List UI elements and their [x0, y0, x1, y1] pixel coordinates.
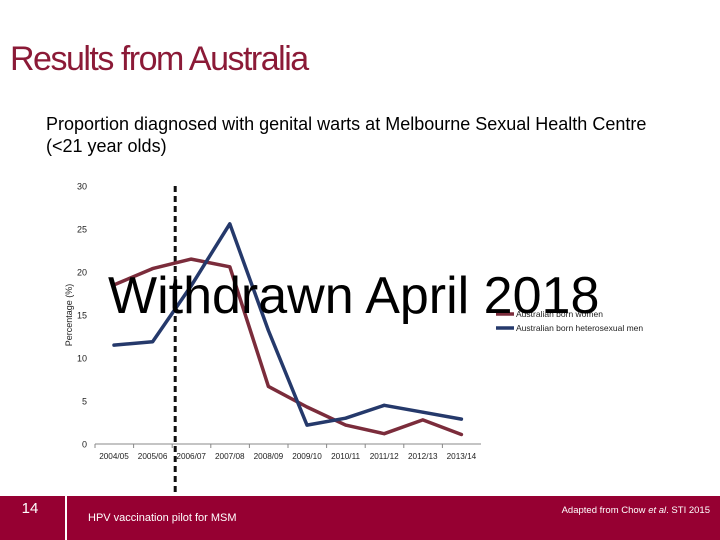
y-tick-label: 10 — [77, 354, 87, 364]
series-line-women — [112, 257, 464, 437]
withdrawn-stamp: Withdrawn April 2018 — [108, 267, 600, 325]
source-prefix: Adapted from Chow — [561, 505, 649, 516]
data-point — [189, 284, 193, 288]
data-point — [228, 222, 232, 226]
data-point — [459, 417, 463, 421]
x-tick-label: 2006/07 — [176, 452, 206, 461]
data-point — [112, 283, 116, 287]
legend-label: Australian born heterosexual men — [516, 323, 643, 333]
footer-bar — [0, 496, 720, 540]
x-tick-label: 2011/12 — [370, 452, 399, 461]
x-tick-label: 2004/05 — [99, 452, 129, 461]
x-tick-label: 2008/09 — [254, 452, 284, 461]
y-tick-label: 20 — [77, 268, 87, 278]
y-tick-label: 0 — [82, 440, 87, 450]
data-point — [382, 403, 386, 407]
data-point — [459, 433, 463, 437]
y-axis-label: Percentage (%) — [64, 284, 74, 347]
chart-title: Proportion diagnosed with genital warts … — [46, 114, 647, 156]
data-point — [421, 418, 425, 422]
data-point — [266, 328, 270, 332]
data-point — [228, 265, 232, 269]
x-tick-label: 2010/11 — [331, 452, 360, 461]
source-italic: et al — [648, 505, 667, 516]
series-line-men — [112, 222, 464, 427]
data-point — [305, 405, 309, 409]
data-point — [305, 423, 309, 427]
slide-title: Results from Australia — [10, 40, 309, 78]
y-tick-label: 25 — [77, 225, 87, 235]
data-point — [382, 432, 386, 436]
data-point — [189, 257, 193, 261]
data-point — [112, 343, 116, 347]
footer-note: HPV vaccination pilot for MSM — [88, 512, 237, 524]
y-tick-label: 30 — [77, 182, 87, 192]
data-point — [344, 416, 348, 420]
x-tick-label: 2013/14 — [447, 452, 477, 461]
data-point — [151, 267, 155, 271]
y-tick-label: 5 — [82, 397, 87, 407]
data-point — [266, 384, 270, 388]
x-tick-label: 2007/08 — [215, 452, 245, 461]
data-point — [421, 410, 425, 414]
legend-label: Australian born women — [516, 309, 603, 319]
data-point — [151, 340, 155, 344]
y-tick-label: 15 — [77, 311, 87, 321]
data-point — [344, 423, 348, 427]
footer-divider — [65, 496, 67, 540]
source-suffix: . STI 2015 — [666, 505, 710, 516]
x-tick-label: 2009/10 — [292, 452, 322, 461]
x-tick-label: 2005/06 — [138, 452, 168, 461]
x-tick-label: 2012/13 — [408, 452, 438, 461]
page-number: 14 — [21, 500, 39, 517]
source-citation: Adapted from Chow et al. STI 2015 — [562, 505, 710, 516]
